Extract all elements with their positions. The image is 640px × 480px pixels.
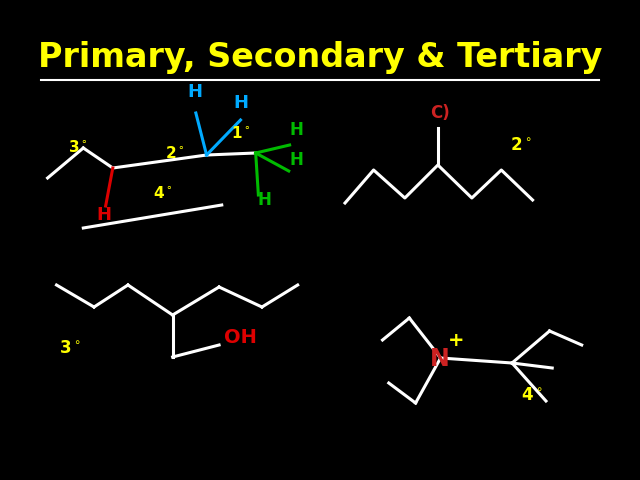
Text: 3$^\circ$: 3$^\circ$ [59,339,81,357]
Text: H: H [257,191,271,209]
Text: 3$^\circ$: 3$^\circ$ [68,139,88,155]
Text: H: H [290,151,303,169]
Text: 2$^\circ$: 2$^\circ$ [510,136,532,154]
Text: C): C) [430,104,450,122]
Text: OH: OH [225,328,257,347]
Text: H: H [97,206,112,224]
Text: 4$^\circ$: 4$^\circ$ [153,185,173,201]
Text: +: + [448,331,464,350]
Text: H: H [187,83,202,101]
Text: N: N [430,347,450,371]
Text: 1$^\circ$: 1$^\circ$ [230,125,250,141]
Text: 2$^\circ$: 2$^\circ$ [166,145,186,161]
Text: H: H [290,121,303,139]
Text: H: H [234,94,248,112]
Text: 4$^\circ$: 4$^\circ$ [521,386,543,404]
Text: Primary, Secondary & Tertiary: Primary, Secondary & Tertiary [38,41,602,74]
